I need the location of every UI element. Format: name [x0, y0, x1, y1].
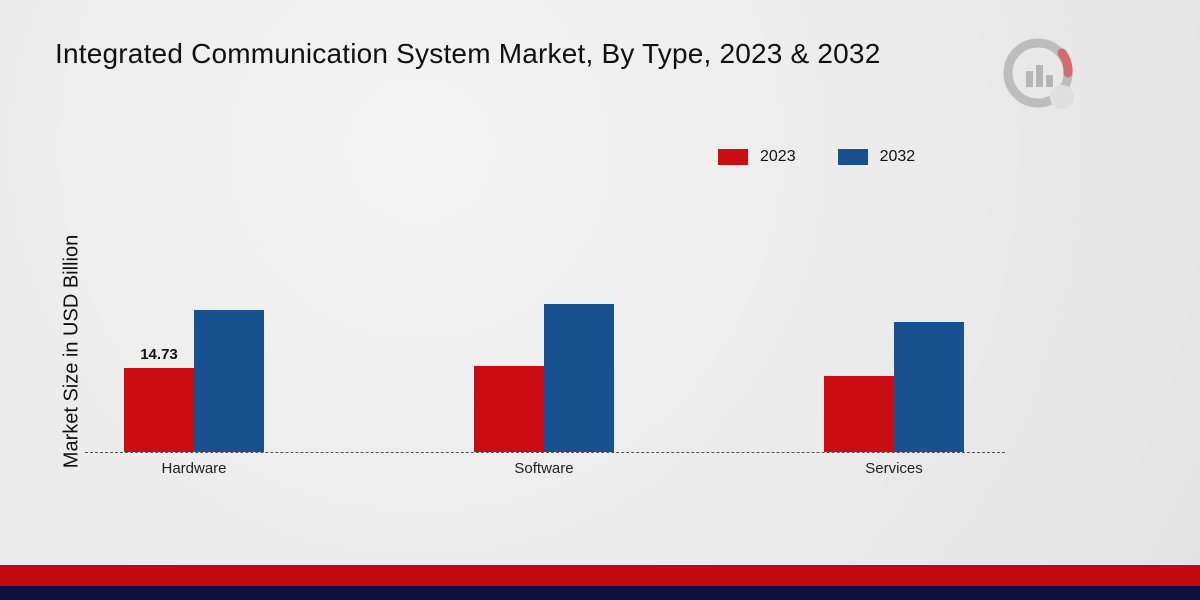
bar-services-2032	[894, 322, 964, 452]
legend-label: 2032	[879, 148, 916, 165]
bar-software-2032	[544, 304, 614, 452]
category-label-hardware: Hardware	[161, 460, 227, 477]
bar-hardware-2032	[194, 310, 264, 452]
bar-services-2023	[824, 376, 894, 452]
category-label-software: Software	[514, 460, 574, 477]
bar-group-services: Services	[824, 152, 964, 477]
legend: 2023 2032	[718, 148, 915, 166]
footer-red-band	[0, 565, 1200, 586]
chart-area: 14.73 Hardware Software Services	[85, 152, 1005, 477]
legend-label: 2023	[760, 148, 796, 165]
legend-item-2023: 2023	[718, 148, 796, 166]
legend-swatch-2032	[837, 149, 868, 165]
chart-title: Integrated Communication System Market, …	[55, 38, 881, 69]
bar-hardware-2023: 14.73	[124, 346, 194, 452]
bar-group-hardware: 14.73 Hardware	[124, 152, 264, 477]
x-axis-baseline	[85, 452, 1005, 453]
legend-swatch-2023	[718, 149, 748, 165]
y-axis-label: Market Size in USD Billion	[60, 234, 83, 469]
bar-value-label: 14.73	[140, 346, 178, 363]
legend-item-2032: 2032	[837, 148, 916, 166]
category-label-services: Services	[865, 460, 923, 477]
watermark-logo	[1003, 38, 1074, 109]
footer-navy-band	[0, 586, 1200, 600]
bar-group-software: Software	[474, 152, 614, 477]
bar-software-2023	[474, 366, 544, 452]
